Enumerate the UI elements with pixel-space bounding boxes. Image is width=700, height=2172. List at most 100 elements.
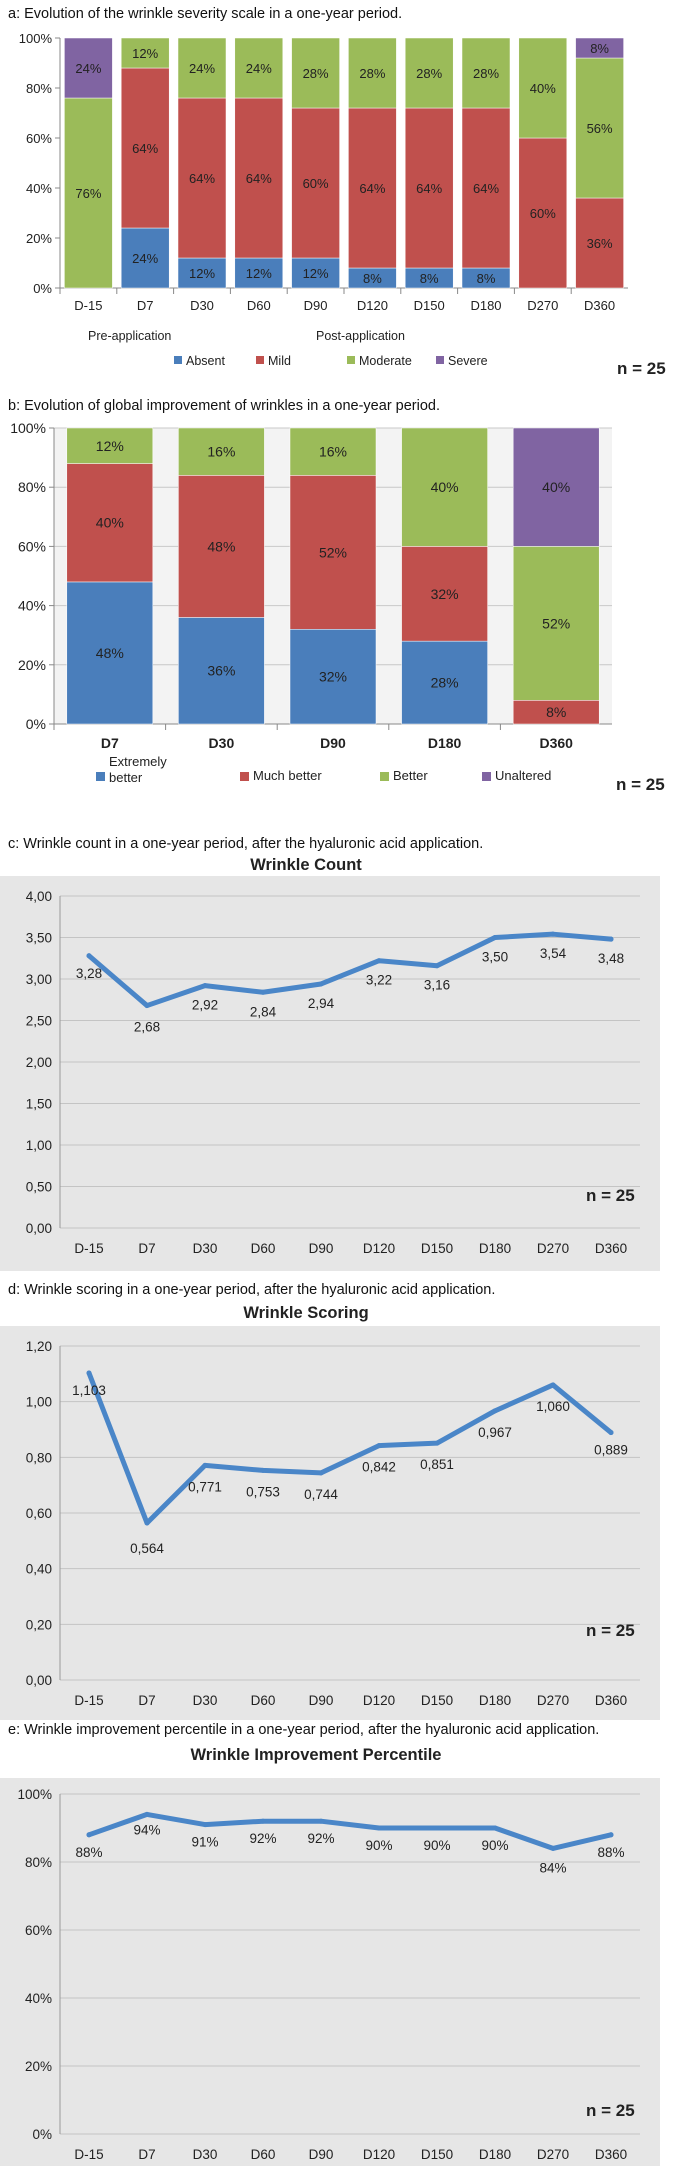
bar-segment — [64, 37, 113, 99]
bar-segment — [401, 640, 488, 725]
n-label: n = 25 — [586, 1621, 635, 1640]
caption-c: c: Wrinkle count in a one-year period, a… — [8, 836, 484, 852]
n-label: n = 25 — [586, 1186, 635, 1205]
data-point — [318, 1470, 324, 1476]
y-tick-label: 2,00 — [26, 1055, 52, 1070]
x-tick-label: D90 — [309, 1693, 334, 1708]
bar-segment — [120, 227, 170, 289]
x-tick-label: D7 — [138, 2147, 155, 2162]
data-label: 0,889 — [594, 1443, 628, 1458]
x-tick-label: D360 — [595, 1693, 627, 1708]
legend-label: Extremely better — [109, 754, 167, 785]
y-tick-label: 1,20 — [26, 1339, 52, 1354]
x-tick-label: D180 — [479, 1693, 511, 1708]
y-tick-label: 40% — [18, 598, 46, 614]
x-tick-label: D120 — [363, 1693, 395, 1708]
x-tick-label: D360 — [595, 2147, 627, 2162]
x-tick-label: D120 — [363, 1241, 395, 1256]
data-point — [86, 953, 92, 959]
bar-segment — [120, 67, 170, 229]
x-tick-label: D30 — [209, 735, 235, 751]
x-tick-label: D270 — [537, 1241, 569, 1256]
x-tick-label: D90 — [304, 298, 328, 313]
bar-segment — [575, 37, 624, 59]
x-tick-label: D150 — [421, 1241, 453, 1256]
data-point — [550, 1382, 556, 1388]
x-tick-label: D270 — [537, 2147, 569, 2162]
data-label: 90% — [365, 1838, 392, 1853]
bar-segment — [575, 197, 624, 289]
x-tick-label: D7 — [138, 1693, 155, 1708]
series-line — [86, 1811, 614, 1851]
wrinkle-count-chart: Wrinkle Count 0,00 0,50 1,00 1,50 2,00 2,50 3,0… — [0, 856, 660, 1271]
legend-label: Moderate — [359, 354, 412, 368]
y-tick-label: 20% — [26, 231, 52, 246]
bar-segment — [404, 37, 454, 109]
data-point — [144, 1520, 150, 1526]
data-label: 2,94 — [308, 996, 335, 1011]
data-point — [434, 1825, 440, 1831]
x-tick-label: D180 — [428, 735, 462, 751]
data-label: 0,564 — [130, 1541, 164, 1556]
data-label: 64% — [189, 171, 215, 186]
y-tick-label: 4,00 — [26, 889, 52, 904]
x-tick-label: D60 — [251, 2147, 276, 2162]
data-label: 24% — [189, 61, 215, 76]
x-tick-label: D-15 — [74, 298, 102, 313]
bar-segment — [291, 257, 340, 289]
bar-segment — [575, 57, 624, 199]
x-tick-label: D360 — [539, 735, 573, 751]
data-label: 28% — [303, 66, 329, 81]
y-tick-label: 0,20 — [26, 1617, 52, 1632]
x-tick-label: D120 — [363, 2147, 395, 2162]
legend-swatch — [240, 772, 249, 781]
legend-label: Mild — [268, 354, 291, 368]
y-tick-label: 0,60 — [26, 1506, 52, 1521]
legend-swatch — [347, 356, 355, 364]
bar-segment — [289, 427, 377, 476]
data-point — [202, 1822, 208, 1828]
data-point — [492, 1825, 498, 1831]
y-tick-label: 80% — [18, 479, 46, 495]
x-tick-label: D150 — [421, 1693, 453, 1708]
legend-swatch — [256, 356, 264, 364]
data-label: 88% — [597, 1845, 624, 1860]
data-label: 52% — [319, 544, 347, 560]
x-tick-label: D7 — [138, 1241, 155, 1256]
chart-title: Wrinkle Scoring — [243, 1304, 368, 1322]
data-label: 24% — [75, 61, 101, 76]
bar-segment — [289, 629, 377, 725]
bar-segment — [178, 475, 265, 618]
bar-segment — [401, 546, 488, 642]
data-label: 28% — [359, 66, 385, 81]
data-label: 92% — [307, 1831, 334, 1846]
x-tick-label: D360 — [595, 1241, 627, 1256]
global-improvement-chart: 0% 20% 40% 60% 80% 100% 48% 40% 12% D7 36% 48% 16% D3… — [10, 420, 664, 794]
data-label: 60% — [530, 206, 556, 221]
data-label: 56% — [587, 121, 613, 136]
legend-label: Better — [393, 768, 428, 783]
x-tick-label: D90 — [320, 735, 346, 751]
x-tick-label: D7 — [101, 735, 119, 751]
legend-swatch — [380, 772, 389, 781]
y-tick-label: 40% — [26, 181, 52, 196]
data-label: 88% — [75, 1845, 102, 1860]
x-tick-label: D60 — [251, 1241, 276, 1256]
series-line — [86, 1370, 614, 1526]
bar-segment — [512, 427, 600, 547]
data-point — [492, 1408, 498, 1414]
bar-segment — [291, 107, 340, 259]
data-label: 8% — [420, 271, 439, 286]
y-tick-label: 80% — [26, 81, 52, 96]
data-label: 32% — [319, 669, 347, 685]
y-tick-label: 2,50 — [26, 1014, 52, 1029]
bar-segment — [120, 37, 170, 69]
bar-segment — [234, 257, 284, 289]
data-point — [608, 1832, 614, 1838]
bar-segment — [404, 107, 454, 269]
data-label: 8% — [363, 271, 382, 286]
data-label: 60% — [303, 176, 329, 191]
bar-segment — [401, 427, 488, 547]
legend-swatch — [96, 772, 105, 781]
y-tick-label: 3,00 — [26, 972, 52, 987]
